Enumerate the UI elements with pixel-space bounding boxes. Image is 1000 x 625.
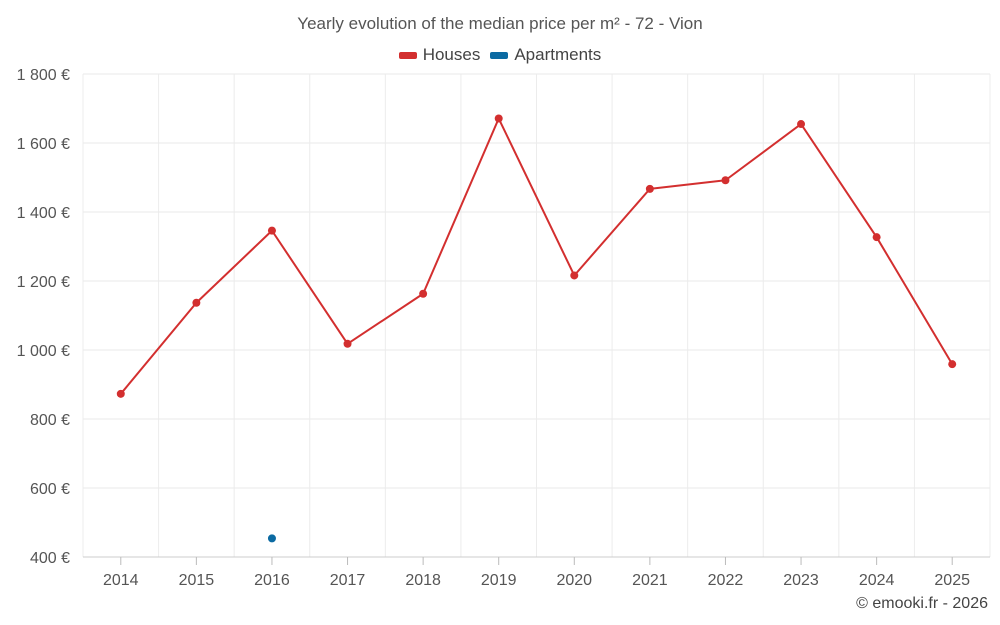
data-point-houses — [116, 389, 125, 398]
legend-swatch-apartments — [490, 51, 509, 59]
y-tick-label: 1 600 € — [17, 136, 70, 153]
x-tick-label: 2019 — [481, 572, 517, 589]
x-tick-label: 2014 — [103, 572, 139, 589]
x-tick-label: 2018 — [405, 572, 441, 589]
series-line-houses — [120, 117, 954, 395]
y-tick-label: 1 200 € — [17, 274, 70, 291]
data-point-houses — [645, 184, 654, 193]
legend-label-houses: Houses — [422, 45, 481, 64]
x-tick-label: 2017 — [330, 572, 366, 589]
legend-item-apartments[interactable]: Apartments — [490, 45, 601, 65]
x-tick-label: 2015 — [179, 572, 215, 589]
y-tick-label: 1 000 € — [17, 343, 70, 360]
x-tick-label: 2020 — [556, 572, 592, 589]
x-tick-label: 2023 — [783, 572, 819, 589]
y-tick-label: 400 € — [30, 550, 70, 567]
x-tick-label: 2024 — [859, 572, 895, 589]
data-point-houses — [570, 271, 579, 280]
y-tick-label: 800 € — [30, 412, 70, 429]
x-tick-label: 2021 — [632, 572, 668, 589]
y-tick-label: 1 400 € — [17, 205, 70, 222]
watermark: © emooki.fr - 2026 — [856, 595, 988, 612]
data-point-houses — [419, 289, 428, 298]
x-tick-label: 2016 — [254, 572, 290, 589]
legend: Houses Apartments — [0, 45, 1000, 65]
x-tick-label: 2022 — [708, 572, 744, 589]
legend-label-apartments: Apartments — [514, 45, 602, 64]
data-point-houses — [872, 233, 881, 242]
data-point-houses — [192, 298, 201, 307]
data-point-houses — [797, 120, 806, 129]
data-point-houses — [343, 339, 352, 348]
chart-title: Yearly evolution of the median price per… — [297, 14, 703, 33]
y-tick-label: 600 € — [30, 481, 70, 498]
data-point-houses — [948, 360, 957, 369]
x-tick-label: 2025 — [934, 572, 970, 589]
legend-item-houses[interactable]: Houses — [398, 45, 481, 65]
legend-swatch-houses — [398, 51, 417, 59]
data-point-houses — [721, 176, 730, 185]
data-point-apartments — [267, 534, 276, 543]
data-point-houses — [267, 226, 276, 235]
data-point-houses — [494, 114, 503, 123]
y-tick-label: 1 800 € — [17, 67, 70, 84]
